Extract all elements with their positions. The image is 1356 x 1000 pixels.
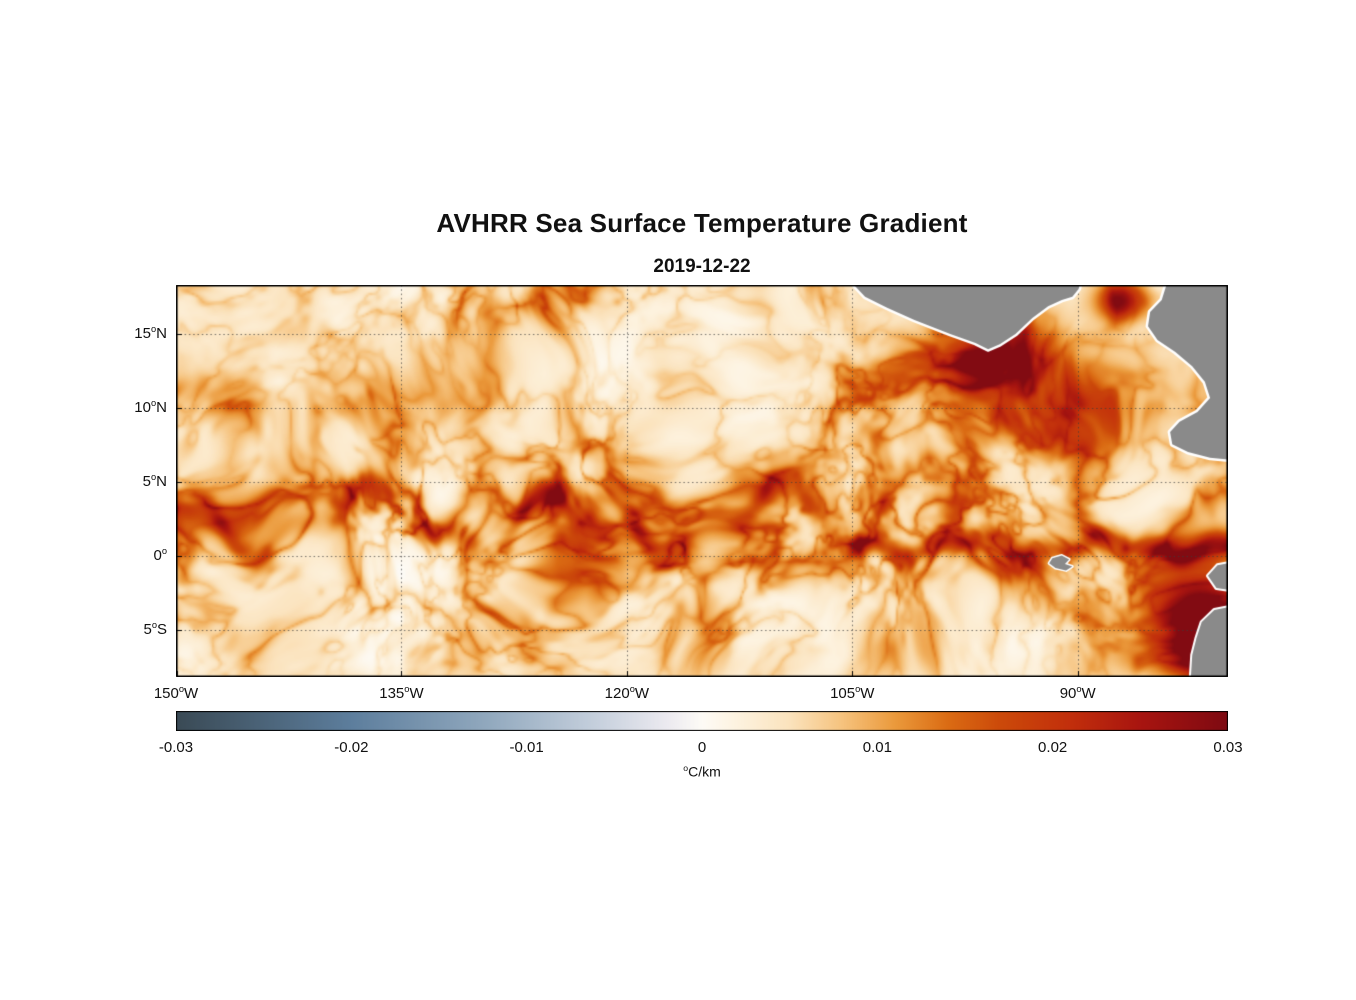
colorbar-canvas — [176, 711, 1228, 731]
y-axis-tick-label: 5oS — [143, 619, 167, 638]
y-axis-tick-label: 0o — [153, 545, 167, 564]
colorbar-tick-label: 0.02 — [1038, 739, 1068, 756]
colorbar-tick-label: 0 — [697, 739, 707, 756]
chart-date-subtitle: 2019-12-22 — [653, 256, 751, 277]
x-axis-tick-label: 135oW — [379, 684, 424, 702]
colorbar-tick-label: -0.01 — [509, 739, 544, 756]
colorbar-tick-label: -0.03 — [158, 739, 194, 756]
sst-gradient-map-canvas — [176, 285, 1228, 677]
x-axis-tick-label: 150oW — [153, 684, 199, 702]
colorbar-tick-label: -0.02 — [334, 739, 369, 756]
y-axis-tick-label: 10oN — [134, 397, 167, 416]
x-axis-tick-label: 105oW — [830, 684, 875, 702]
x-axis-tick-label: 120oW — [604, 684, 650, 702]
x-axis-tick-label: 90oW — [1059, 684, 1096, 702]
colorbar-unit-label: oC/km — [683, 763, 721, 780]
y-axis-tick-label: 5oN — [142, 471, 167, 490]
colorbar-tick-label: 0.01 — [862, 739, 892, 756]
chart-title: AVHRR Sea Surface Temperature Gradient — [436, 208, 968, 238]
y-axis-tick-label: 15oN — [134, 323, 167, 342]
colorbar-tick-label: 0.03 — [1213, 739, 1243, 756]
